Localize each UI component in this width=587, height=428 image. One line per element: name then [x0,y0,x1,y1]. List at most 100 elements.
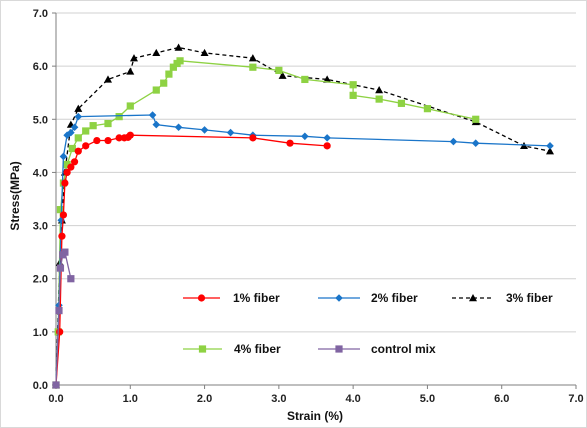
data-point-3pct-fiber [200,48,209,57]
data-point-4pct-fiber [176,57,184,65]
data-point-4pct-fiber [165,70,173,78]
data-point-3pct-fiber [375,86,384,94]
x-tick-label: 4.0 [345,393,360,405]
axes: 0.0 1.0 2.0 3.0 4.0 5.0 6.0 7.0 0.0 1.0 2.0 3.0 4.0 5… [33,8,584,405]
data-point-2pct-fiber [74,112,83,121]
x-tick-label: 1.0 [123,393,138,405]
data-point-4pct-fiber [115,113,123,121]
data-point-control-mix [52,381,60,389]
data-point-4pct-fiber [56,206,65,214]
x-axis-title: Strain (%) [287,409,343,423]
data-point-3pct-fiber [248,54,257,62]
x-tick-label: 3.0 [271,393,286,405]
x-tick-label: 2.0 [197,393,212,405]
data-point-2pct-fiber [67,128,75,137]
data-point-4pct-fiber [423,105,432,113]
data-point-4pct-fiber [169,63,177,71]
data-point-3pct-fiber [104,75,112,83]
data-point-3pct-fiber [130,54,138,62]
data-point-1pct-fiber [61,179,69,187]
data-point-control-mix [67,275,75,283]
x-tick-label: 5.0 [420,393,435,405]
data-point-4pct-fiber [275,66,283,74]
data-point-control-mix [55,307,63,315]
data-point-3pct-fiber [174,43,183,51]
data-point-1pct-fiber [249,134,257,142]
data-point-4pct-fiber [89,122,97,130]
data-point-4pct-fiber [104,119,112,128]
y-tick-label: 0.0 [33,380,48,392]
y-tick-label: 2.0 [33,274,48,286]
y-tick-label: 3.0 [33,221,48,233]
data-point-4pct-fiber [126,102,134,110]
x-tick-label: 7.0 [568,393,583,405]
series-layer [52,43,554,389]
data-point-3pct-fiber [74,104,83,112]
data-point-4pct-fiber [472,115,480,123]
legend-label: 3% fiber [506,291,553,305]
data-point-1pct-fiber [67,163,75,171]
legend-marker [469,294,477,302]
data-point-4pct-fiber [349,91,357,99]
legend-marker [335,294,343,302]
legend-marker [335,345,343,353]
legend: 1% fiber 2% fiber 3% fiber 4% fiber control … [183,291,553,356]
legend-label: 1% fiber [233,291,280,305]
data-point-2pct-fiber [546,142,554,150]
data-point-4pct-fiber [82,127,90,135]
data-point-4pct-fiber [349,81,357,89]
data-point-1pct-fiber [323,142,331,150]
series-1pct-fiber [52,131,331,389]
data-point-3pct-fiber [546,147,554,155]
x-tick-label: 6.0 [494,393,509,405]
data-point-2pct-fiber [59,152,68,161]
data-point-4pct-fiber [301,75,309,84]
legend-item-2pct-fiber: 2% fiber [318,291,418,305]
data-point-1pct-fiber [74,147,82,155]
data-point-4pct-fiber [160,79,168,87]
data-point-1pct-fiber [58,232,66,240]
y-tick-label: 1.0 [33,327,48,339]
legend-item-4pct-fiber: 4% fiber [183,342,281,356]
data-point-4pct-fiber [249,63,257,71]
legend-marker [197,294,206,302]
data-point-2pct-fiber [200,126,209,134]
data-point-1pct-fiber [115,134,123,142]
legend-item-control-mix: control mix [318,342,436,356]
data-point-3pct-fiber [278,71,287,79]
data-point-2pct-fiber [70,123,79,132]
data-point-1pct-fiber [63,168,71,177]
y-tick-label: 4.0 [33,167,48,179]
data-point-1pct-fiber [286,139,294,147]
series-control-mix [52,248,75,389]
data-point-2pct-fiber [301,132,309,141]
legend-item-1pct-fiber: 1% fiber [183,291,280,305]
x-tick-label: 0.0 [48,393,63,405]
grid [56,12,576,333]
data-point-3pct-fiber [126,67,135,75]
data-point-1pct-fiber [126,131,134,139]
data-point-2pct-fiber [226,128,235,137]
data-point-2pct-fiber [323,134,331,142]
data-point-3pct-fiber [323,75,332,83]
data-point-2pct-fiber [148,111,157,119]
data-point-1pct-fiber [56,328,64,336]
legend-label: control mix [371,342,436,356]
data-point-1pct-fiber [82,142,90,150]
legend-label: 2% fiber [371,291,418,305]
data-point-2pct-fiber [174,123,183,132]
legend-label: 4% fiber [234,342,281,356]
y-tick-label: 6.0 [33,61,48,73]
data-point-3pct-fiber [152,48,161,57]
data-point-2pct-fiber [449,137,458,146]
data-point-2pct-fiber [63,131,71,140]
data-point-2pct-fiber [152,120,161,129]
data-point-1pct-fiber [104,136,112,145]
data-point-4pct-fiber [397,99,406,107]
data-point-4pct-fiber [152,86,160,94]
data-point-control-mix [56,264,65,272]
y-axis-title: Stress(MPa) [8,161,22,230]
